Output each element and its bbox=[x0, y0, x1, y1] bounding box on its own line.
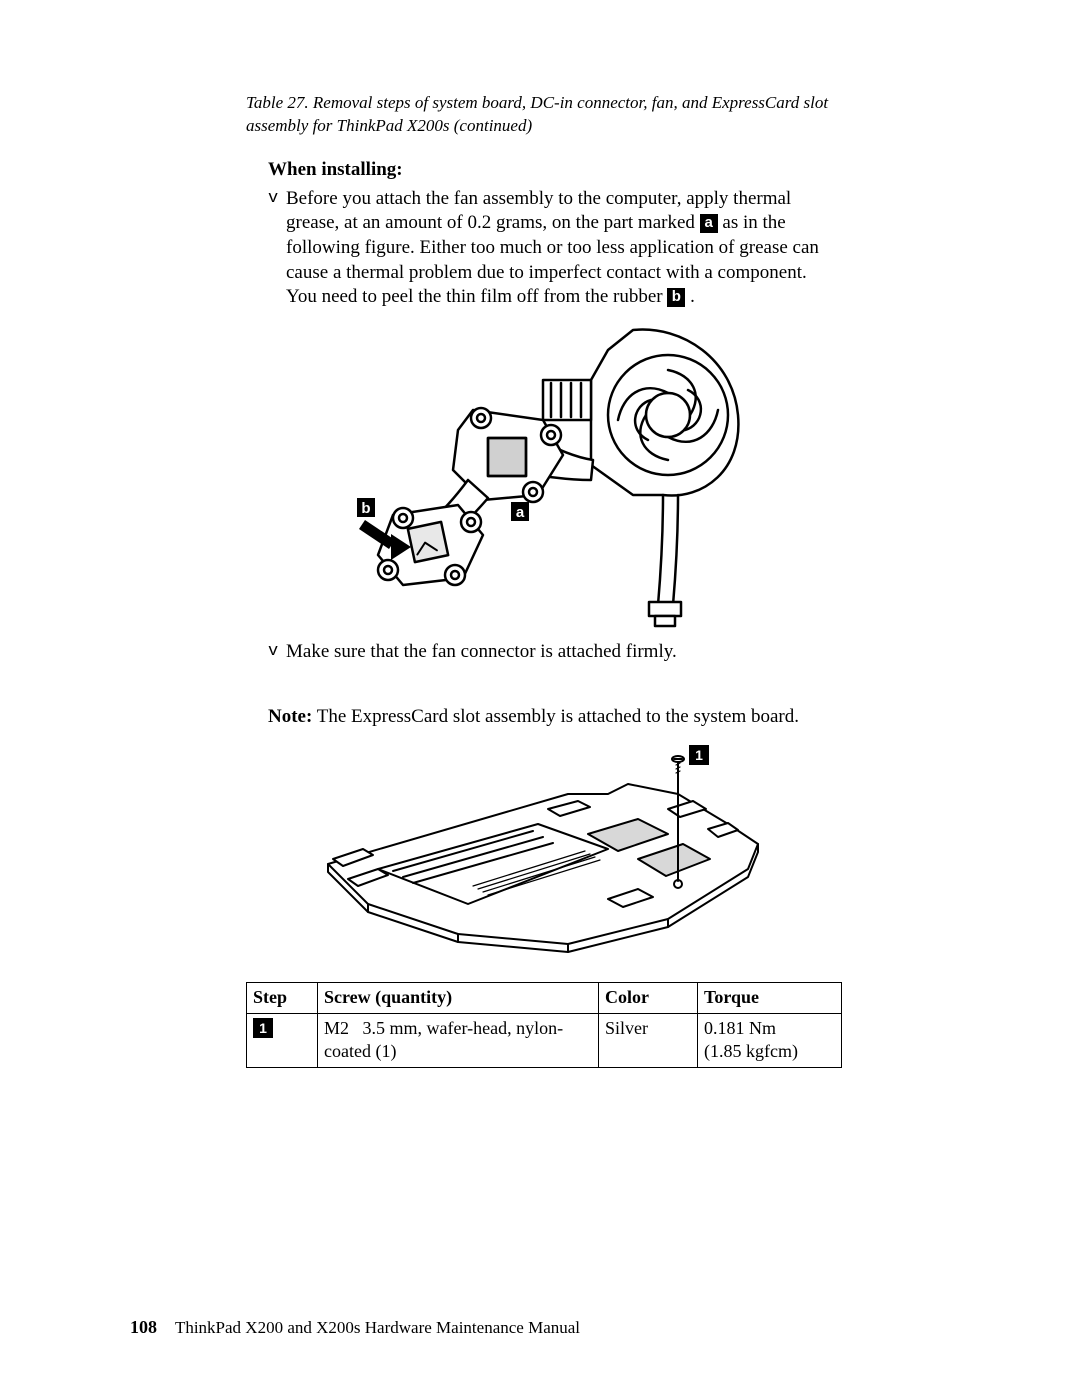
footer-title: ThinkPad X200 and X200s Hardware Mainten… bbox=[175, 1318, 580, 1337]
figure-system-board: 1 bbox=[308, 739, 778, 964]
label-a-inline: a bbox=[700, 214, 718, 233]
td-color: Silver bbox=[599, 1013, 698, 1067]
label-b-inline: b bbox=[667, 288, 685, 307]
bullet-1: Before you attach the fan assembly to th… bbox=[268, 187, 840, 310]
screw-prefix: M2 bbox=[324, 1018, 349, 1038]
note-label: Note: bbox=[268, 706, 312, 727]
td-step: 1 bbox=[247, 1013, 318, 1067]
th-step: Step bbox=[247, 983, 318, 1013]
table-row: 1 M2 3.5 mm, wafer-head, nylon-coated (1… bbox=[247, 1013, 842, 1067]
bullet-2: Make sure that the fan connector is atta… bbox=[268, 640, 840, 665]
torque-1: 0.181 Nm bbox=[704, 1018, 776, 1038]
page-footer: 108 ThinkPad X200 and X200s Hardware Mai… bbox=[130, 1316, 580, 1339]
table-caption: Table 27. Removal steps of system board,… bbox=[246, 92, 840, 138]
td-screw: M2 3.5 mm, wafer-head, nylon-coated (1) bbox=[318, 1013, 599, 1067]
note-line: Note: The ExpressCard slot assembly is a… bbox=[268, 705, 840, 730]
th-screw: Screw (quantity) bbox=[318, 983, 599, 1013]
fig1-label-b: b bbox=[361, 500, 370, 517]
note-text: The ExpressCard slot assembly is attache… bbox=[312, 706, 799, 727]
th-torque: Torque bbox=[698, 983, 842, 1013]
step-1-label: 1 bbox=[253, 1018, 273, 1038]
torque-2: (1.85 kgfcm) bbox=[704, 1041, 798, 1061]
page-number: 108 bbox=[130, 1317, 157, 1337]
install-bullets: Before you attach the fan assembly to th… bbox=[268, 187, 840, 310]
screw-table: Step Screw (quantity) Color Torque 1 M2 … bbox=[246, 982, 842, 1067]
td-torque: 0.181 Nm (1.85 kgfcm) bbox=[698, 1013, 842, 1067]
fig2-label-1: 1 bbox=[695, 747, 703, 763]
figure-fan-assembly: b a bbox=[333, 320, 753, 630]
fig1-label-a: a bbox=[516, 504, 525, 521]
bullet1-end: . bbox=[690, 286, 695, 307]
screw-desc: 3.5 mm, wafer-head, nylon-coated (1) bbox=[324, 1018, 563, 1061]
th-color: Color bbox=[599, 983, 698, 1013]
install-bullets-2: Make sure that the fan connector is atta… bbox=[268, 640, 840, 665]
when-installing-title: When installing: bbox=[268, 158, 840, 183]
